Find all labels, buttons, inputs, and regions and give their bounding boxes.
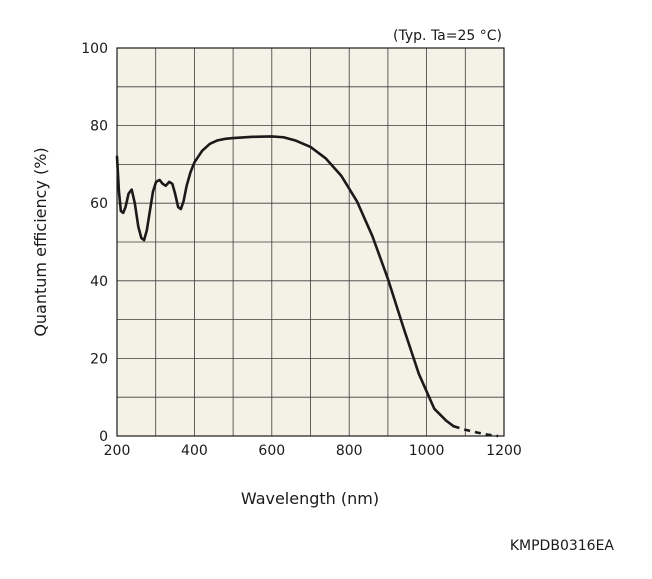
x-tick-label: 1200: [486, 443, 522, 459]
figure-code: KMPDB0316EA: [510, 538, 615, 554]
x-tick-labels: 200 400 600 800 1000 1200: [104, 443, 522, 459]
y-tick-label: 20: [90, 351, 108, 367]
x-tick-label: 400: [181, 443, 208, 459]
x-tick-label: 800: [336, 443, 363, 459]
y-tick-label: 0: [99, 429, 108, 445]
x-axis-label: Wavelength (nm): [241, 489, 379, 508]
y-tick-label: 40: [90, 274, 108, 290]
y-tick-labels: 0 20 40 60 80 100: [81, 41, 108, 445]
condition-note: (Typ. Ta=25 °C): [393, 28, 502, 44]
y-tick-label: 100: [81, 41, 108, 57]
plot-frame: [116, 47, 505, 437]
y-tick-label: 80: [90, 119, 108, 135]
y-tick-label: 60: [90, 196, 108, 212]
qe-curve-extrapolated-line: [453, 425, 499, 438]
qe-curve-line: [115, 135, 455, 428]
grid-lines: [117, 48, 504, 436]
x-tick-label: 200: [104, 443, 131, 459]
x-tick-label: 600: [258, 443, 285, 459]
data-series: [115, 135, 499, 438]
x-tick-label: 1000: [409, 443, 445, 459]
y-axis-label: Quantum efficiency (%): [31, 147, 50, 336]
